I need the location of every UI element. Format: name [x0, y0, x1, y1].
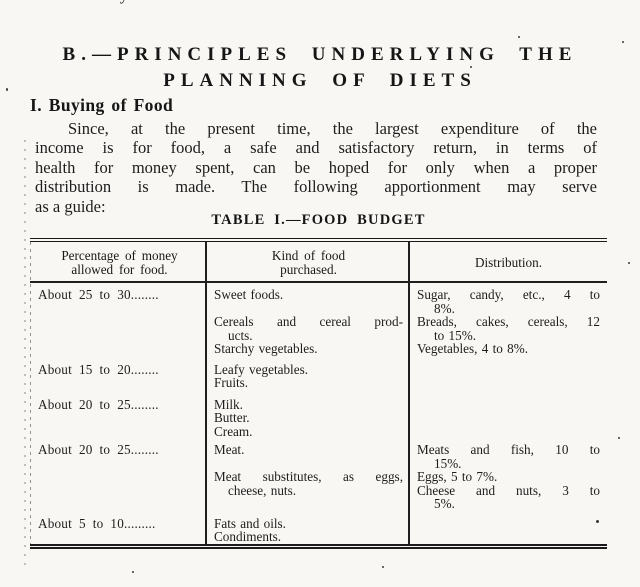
- column-header-percentage: Percentage of money allowed for food.: [61, 248, 178, 277]
- cell-percentage: About 5 to 10.........: [38, 515, 156, 531]
- paragraph-line: as a guide:: [35, 196, 106, 216]
- table-row-4: About 20 to 25........ Meat. Meat substi…: [30, 443, 607, 511]
- page-title-line-1: B.—PRINCIPLES UNDERLYING THE: [62, 44, 578, 65]
- table-row-1: About 25 to 30........ Sweet foods. Cere…: [30, 288, 607, 356]
- cell-percentage: About 20 to 25........: [38, 396, 159, 412]
- cell-kind-of-food: Leafy vegetables. Fruits.: [214, 361, 308, 390]
- cell-kind-of-food: Meat. Meat substitutes, as eggs, cheese,…: [214, 442, 403, 498]
- table-row-2: About 15 to 20........ Leafy vegetables.…: [30, 361, 607, 390]
- scan-speckle: [6, 88, 8, 91]
- table-column-divider-2: [408, 242, 410, 544]
- table-caption: TABLE I.—FOOD BUDGET: [211, 212, 426, 228]
- scan-margin-artifact: [24, 140, 26, 567]
- scan-speckle: [470, 66, 472, 68]
- paragraph-line: distribution is made. The following appo…: [35, 177, 597, 197]
- cell-distribution: [408, 398, 607, 439]
- paragraph-line: Since, at the present time, the largest …: [68, 119, 597, 138]
- scan-speckle: [596, 520, 599, 523]
- scan-speckle: [382, 566, 384, 568]
- cell-percentage: About 25 to 30........: [38, 287, 159, 302]
- cropped-top-line: 5. Plenty of water.: [56, 0, 213, 4]
- column-header-distribution: Distribution.: [474, 255, 543, 270]
- intro-paragraph: Since, at the present time, the largest …: [35, 119, 597, 216]
- table-row-5: About 5 to 10......... Fats and oils. Co…: [30, 515, 607, 544]
- cell-percentage: About 20 to 25........: [38, 442, 159, 457]
- scan-speckle: [132, 571, 134, 573]
- table-header-row: Percentage of money allowed for food. Ki…: [30, 242, 607, 283]
- cell-distribution: [408, 363, 607, 390]
- page-title: B.—PRINCIPLES UNDERLYING THE PLANNING OF…: [0, 42, 640, 94]
- column-header-kind-of-food: Kind of food purchased.: [271, 248, 346, 277]
- cell-percentage: About 15 to 20........: [38, 361, 159, 377]
- paragraph-line: health for money spent, can be hoped for…: [35, 157, 597, 177]
- paragraph-line: income is for food, a safe and satisfact…: [35, 138, 597, 158]
- scan-speckle: [618, 437, 620, 439]
- cell-kind-of-food: Fats and oils. Condiments.: [214, 515, 286, 544]
- section-heading: I. Buying of Food: [30, 95, 174, 115]
- cell-distribution: Sugar, candy, etc., 4 to 8%. Breads, cak…: [417, 287, 600, 356]
- food-budget-table: Percentage of money allowed for food. Ki…: [30, 238, 607, 549]
- cell-distribution: Meats and fish, 10 to 15%. Eggs, 5 to 7%…: [417, 442, 600, 511]
- scan-speckle: [622, 41, 624, 43]
- table-left-border: [30, 242, 31, 544]
- cell-distribution: [408, 517, 607, 544]
- cell-kind-of-food: Sweet foods. Cereals and cereal prod- uc…: [214, 287, 403, 356]
- scan-speckle: [518, 36, 520, 38]
- table-row-3: About 20 to 25........ Milk. Butter. Cre…: [30, 396, 607, 439]
- page-title-line-2: PLANNING OF DIETS: [163, 70, 477, 91]
- cell-kind-of-food: Milk. Butter. Cream.: [214, 396, 253, 439]
- scan-speckle: [628, 262, 630, 264]
- table-column-divider-1: [205, 242, 207, 544]
